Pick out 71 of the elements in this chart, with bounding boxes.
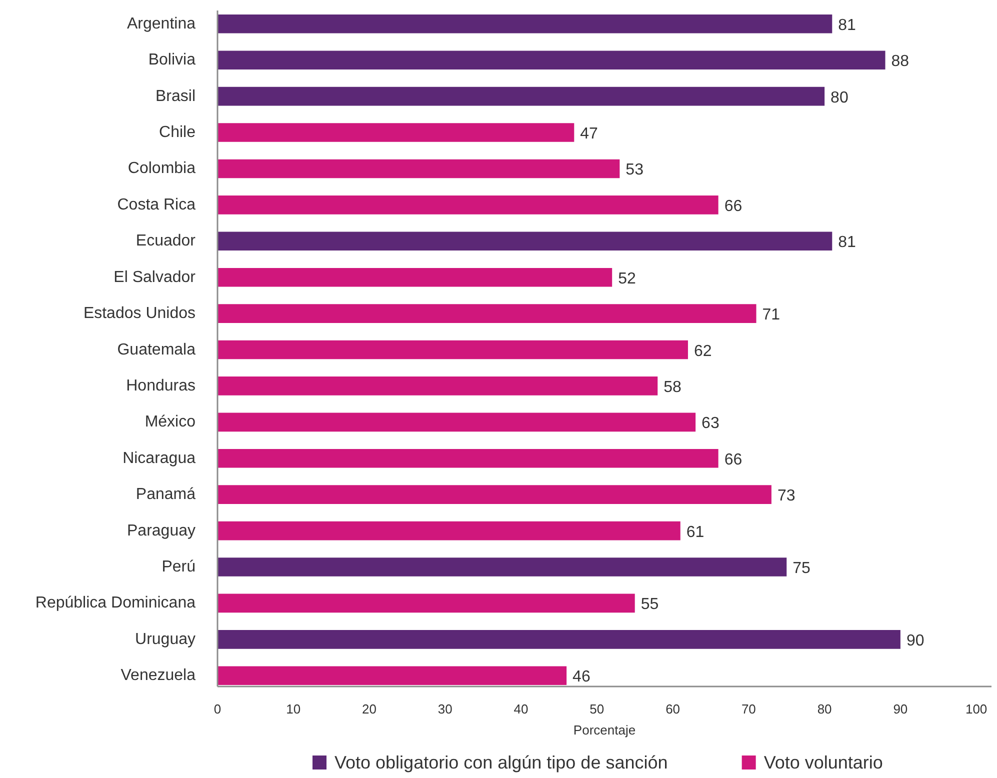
data-label: 80 — [830, 89, 848, 106]
y-tick-label: Ecuador — [136, 232, 196, 250]
x-tick-label: 100 — [965, 702, 988, 716]
data-label: 61 — [686, 524, 704, 541]
data-label: 75 — [792, 560, 811, 578]
y-tick-label: Nicaragua — [122, 450, 196, 467]
y-tick-label: Perú — [162, 558, 196, 576]
y-tick-label: Panamá — [136, 486, 196, 504]
y-tick-label: Guatemala — [117, 341, 196, 358]
y-tick-label: México — [144, 414, 196, 431]
data-label: 52 — [618, 270, 636, 288]
data-label: 90 — [906, 632, 924, 650]
data-label: 58 — [664, 378, 682, 396]
x-tick-label: 60 — [666, 702, 680, 716]
y-tick-label: Honduras — [126, 377, 196, 394]
bar — [218, 159, 620, 178]
bar — [218, 304, 756, 323]
legend-label: Voto voluntario — [764, 752, 883, 772]
y-tick-label: Colombia — [128, 160, 196, 178]
data-label: 71 — [762, 306, 780, 324]
data-label: 55 — [640, 596, 659, 614]
y-tick-label: Argentina — [127, 15, 196, 32]
bar — [218, 196, 718, 214]
y-tick-label: Bolivia — [148, 52, 196, 69]
bar — [218, 485, 772, 504]
bar — [218, 86, 825, 106]
y-tick-label: El Salvador — [114, 268, 196, 286]
data-label: 88 — [891, 53, 910, 70]
bar — [218, 594, 635, 613]
x-tick-label: 30 — [438, 702, 452, 716]
x-tick-label: 80 — [817, 702, 832, 716]
y-tick-label: Paraguay — [127, 522, 196, 540]
y-tick-label: Venezuela — [120, 667, 196, 684]
x-tick-label: 0 — [214, 702, 222, 716]
bar — [218, 14, 832, 34]
y-tick-label: Brasil — [155, 88, 196, 105]
data-label: 47 — [580, 126, 598, 143]
bar — [218, 521, 680, 540]
data-label: 66 — [724, 198, 742, 215]
data-label: 66 — [724, 451, 742, 468]
y-tick-label: Estados Unidos — [83, 305, 196, 322]
bar — [218, 123, 574, 142]
x-tick-label: 50 — [590, 702, 604, 716]
x-tick-label: 40 — [514, 702, 528, 716]
x-tick-label: 90 — [893, 702, 908, 716]
bar — [218, 50, 886, 70]
data-label: 63 — [702, 415, 720, 432]
data-label: 81 — [838, 16, 856, 34]
x-axis-title: Porcentaje — [573, 722, 636, 738]
data-label: 46 — [572, 668, 590, 686]
y-tick-label: República Dominicana — [35, 594, 196, 612]
data-label: 81 — [838, 234, 856, 252]
y-tick-label: Costa Rica — [117, 196, 196, 214]
y-tick-label: Chile — [159, 124, 196, 142]
bar — [218, 376, 658, 396]
bar — [218, 232, 832, 251]
bar — [218, 558, 787, 576]
bar — [218, 268, 612, 287]
bar — [218, 666, 567, 686]
data-label: 73 — [777, 488, 796, 505]
bar — [218, 630, 900, 649]
y-tick-label: Uruguay — [135, 630, 196, 648]
data-label: 53 — [626, 162, 644, 179]
legend-label: Voto obligatorio con algún tipo de sanción — [334, 752, 668, 772]
data-label: 62 — [694, 342, 712, 360]
bar — [218, 412, 696, 432]
x-tick-label: 70 — [741, 702, 756, 716]
x-tick-label: 20 — [362, 702, 377, 716]
x-tick-label: 10 — [286, 702, 301, 716]
bar — [218, 340, 688, 360]
bar — [218, 448, 718, 468]
